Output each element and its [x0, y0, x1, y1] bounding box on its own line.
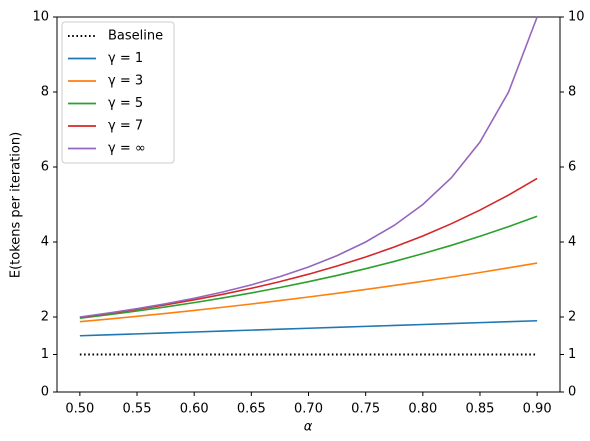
- x-tick-label: 0.75: [351, 402, 380, 417]
- x-tick-label: 0.90: [523, 402, 552, 417]
- line-series: [79, 319, 538, 337]
- y2-tick-label: 8: [568, 85, 576, 100]
- y-tick-label: 4: [41, 235, 49, 250]
- y2-tick-label: 4: [568, 235, 576, 250]
- y-tick-label: 1: [41, 347, 49, 362]
- x-tick-label: 0.65: [237, 402, 266, 417]
- legend-label: Baseline: [108, 29, 163, 44]
- y2-tick-label: 10: [568, 10, 585, 25]
- legend-label: γ = 7: [108, 119, 143, 134]
- line-series: [79, 16, 538, 318]
- y-axis-label: E(tokens per iteration): [9, 132, 24, 278]
- legend-label: γ = 5: [108, 96, 143, 111]
- x-tick-label: 0.70: [294, 402, 323, 417]
- y2-tick-label: 1: [568, 347, 576, 362]
- legend-label: γ = 1: [108, 51, 143, 66]
- legend-box: [61, 21, 175, 164]
- x-tick-label: 0.60: [180, 402, 209, 417]
- line-series: [79, 262, 538, 323]
- y2-tick-label: 2: [568, 310, 576, 325]
- y2-tick-label: 0: [568, 385, 576, 400]
- x-tick-label: 0.85: [466, 402, 495, 417]
- x-tick-label: 0.50: [65, 402, 94, 417]
- legend-label: γ = 3: [108, 74, 143, 89]
- line-series: [79, 215, 538, 319]
- x-tick-label: 0.80: [408, 402, 437, 417]
- line-series: [79, 177, 538, 319]
- y-tick-label: 10: [32, 10, 49, 25]
- x-axis-label: α: [304, 420, 313, 435]
- x-tick-label: 0.55: [123, 402, 152, 417]
- y-tick-label: 8: [41, 85, 49, 100]
- y-tick-label: 0: [41, 385, 49, 400]
- legend-label: γ = ∞: [108, 141, 146, 156]
- y2-tick-label: 6: [568, 160, 576, 175]
- y-tick-label: 2: [41, 310, 49, 325]
- y-tick-label: 6: [41, 160, 49, 175]
